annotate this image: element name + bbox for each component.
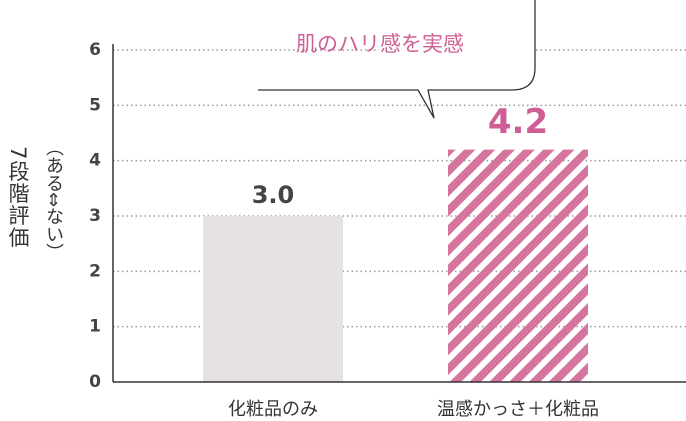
callout-bubble — [258, 0, 536, 119]
value-label: 3.0 — [252, 181, 295, 209]
y-tick-label: 5 — [89, 95, 101, 115]
x-tick-label: 化粧品のみ — [228, 399, 318, 420]
y-axis-subtitle: （ある⇔ない） — [43, 138, 64, 262]
callout-text: 肌のハリ感を実感 — [296, 32, 464, 56]
y-tick-label: 6 — [89, 40, 101, 60]
y-tick-label: 2 — [89, 261, 101, 281]
y-tick-label: 4 — [89, 151, 101, 171]
value-label: 4.2 — [488, 102, 548, 142]
y-tick-label: 1 — [89, 317, 101, 337]
y-tick-label: 3 — [89, 206, 101, 226]
bar — [203, 216, 343, 382]
x-tick-label: 温感かっさ＋化粧品 — [437, 399, 599, 420]
y-axis-title: 7段階評価 — [6, 146, 30, 249]
y-tick-label: 0 — [89, 372, 101, 392]
bar — [448, 149, 588, 382]
